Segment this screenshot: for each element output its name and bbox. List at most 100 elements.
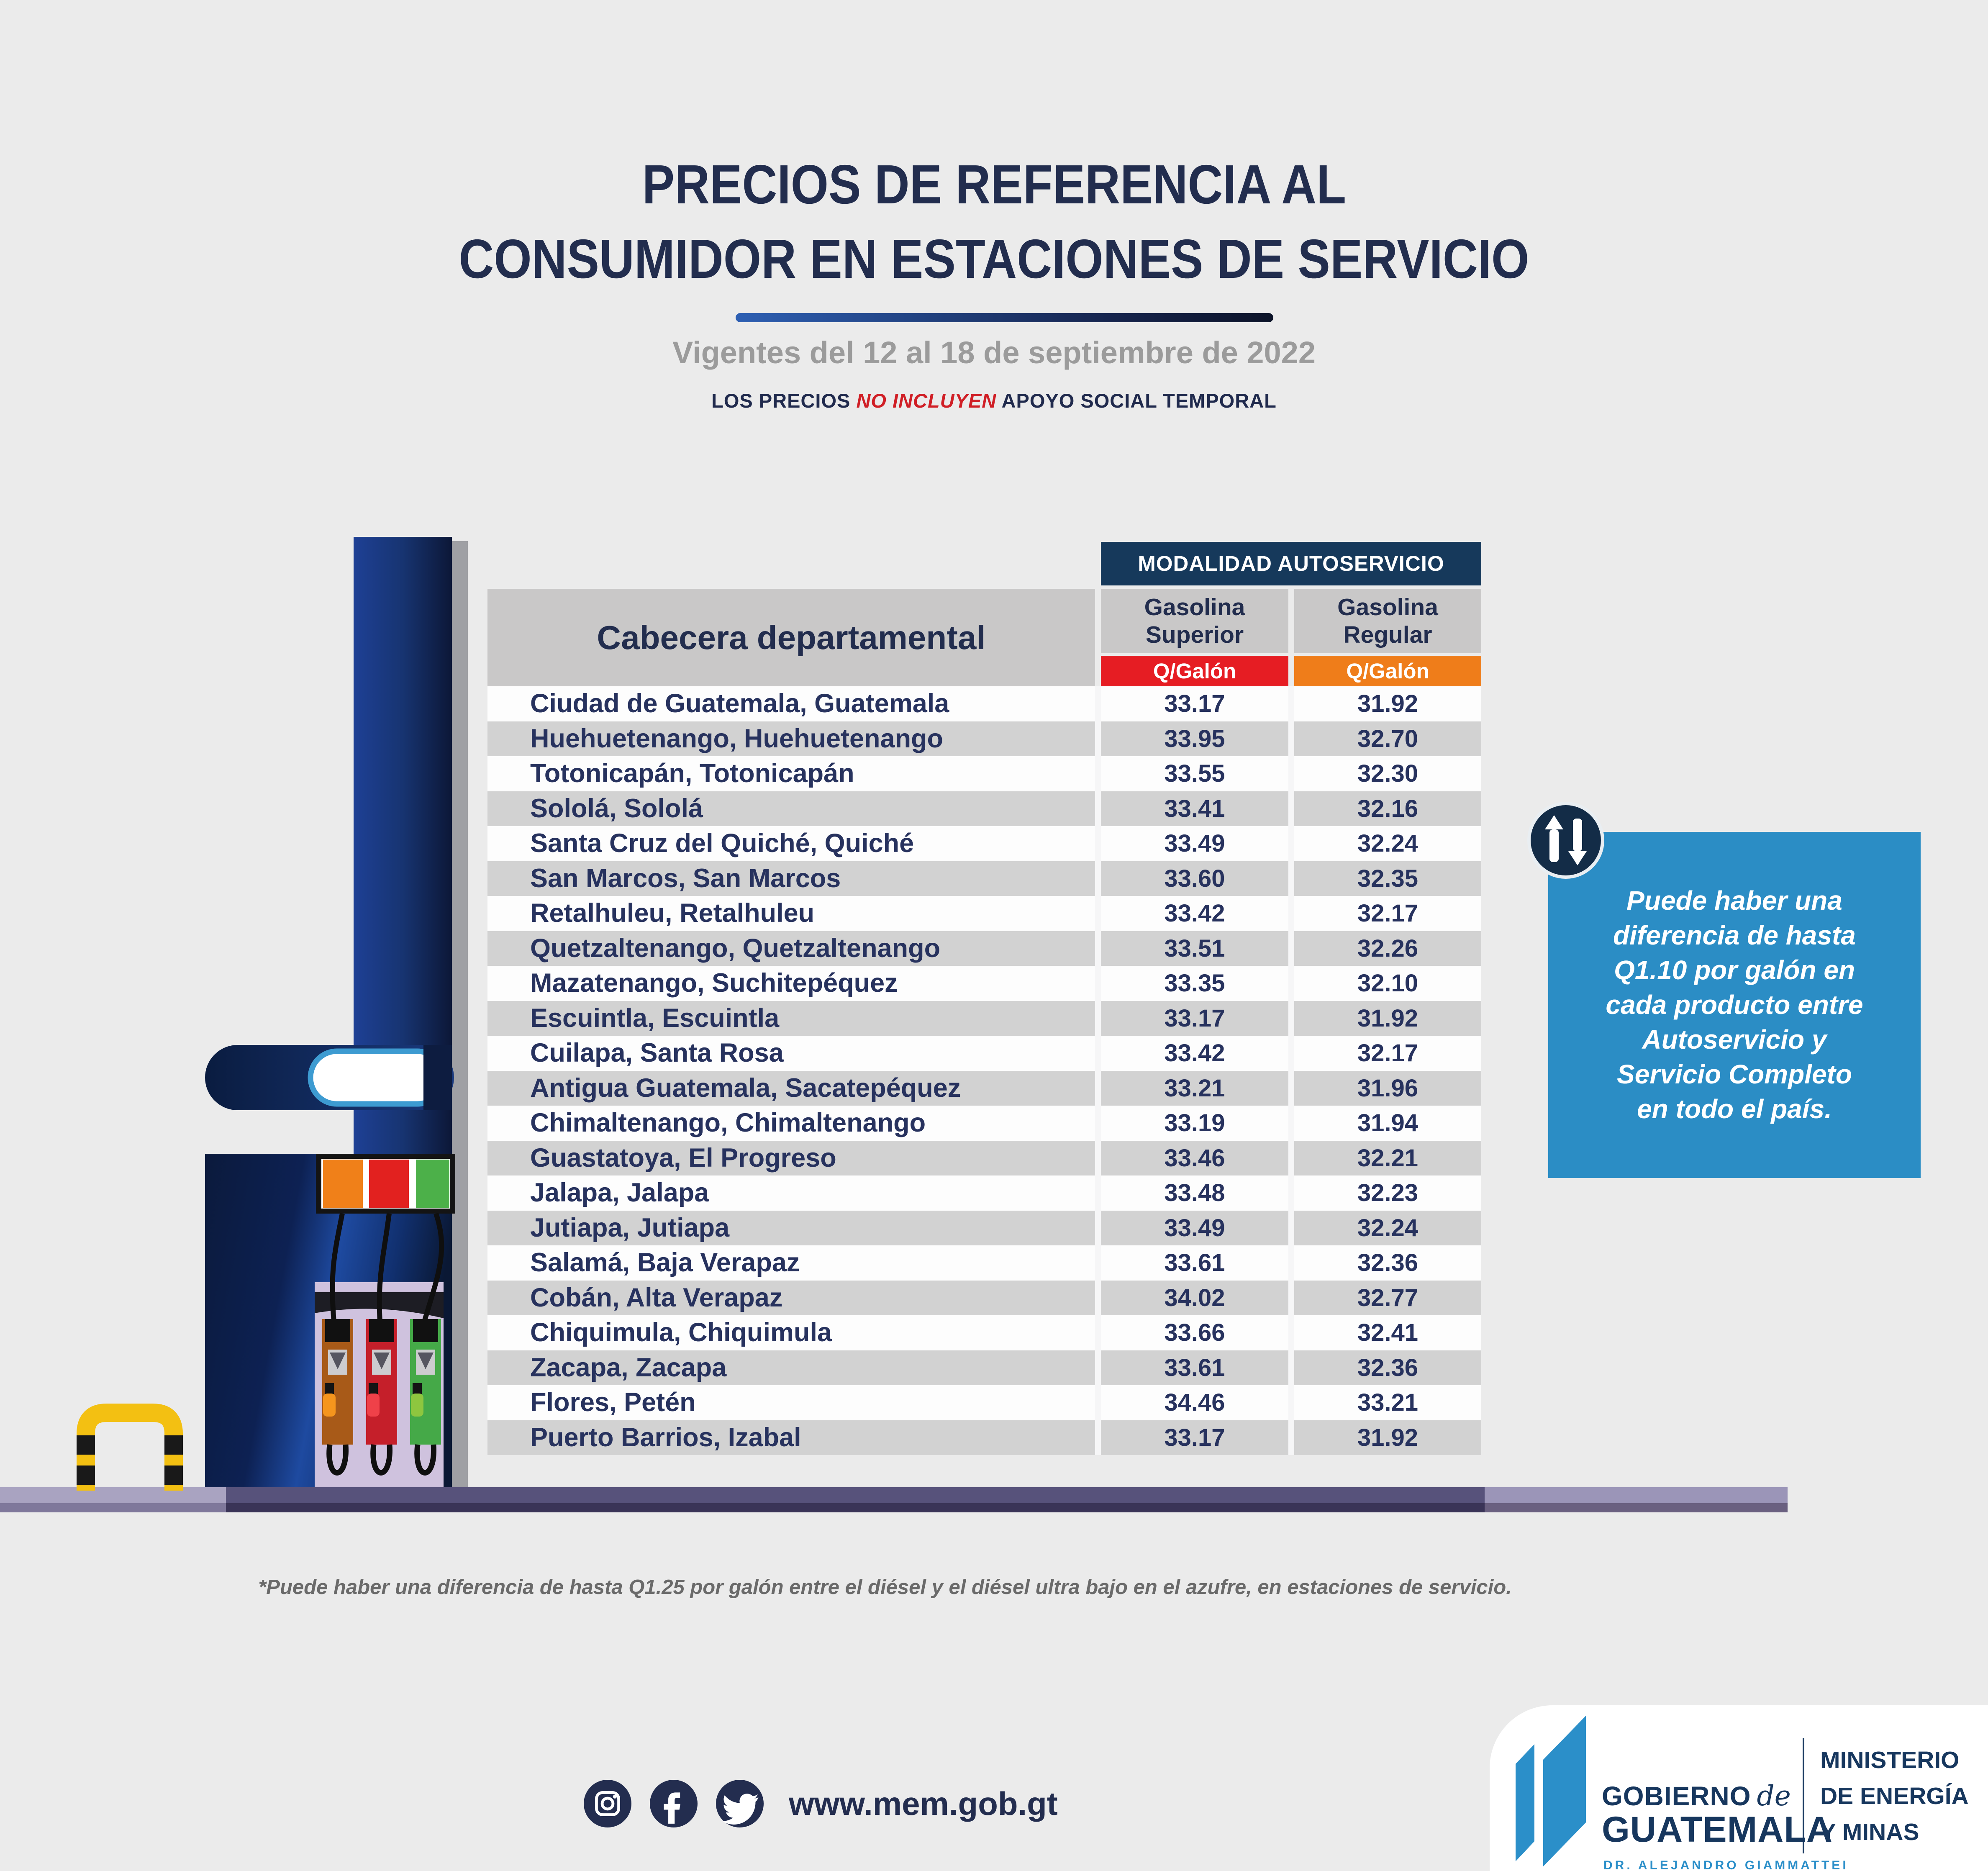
row-city: Salamá, Baja Verapaz [487, 1245, 1095, 1281]
callout-line: cada producto entre [1606, 990, 1863, 1020]
website-url[interactable]: www.mem.gob.gt [789, 1785, 1058, 1822]
dispenser-orange [322, 1319, 353, 1476]
column-separator [1288, 1280, 1294, 1315]
row-city: Chimaltenango, Chimaltenango [487, 1106, 1095, 1141]
row-superior-price: 33.41 [1101, 791, 1288, 826]
row-regular-price: 32.23 [1294, 1175, 1481, 1211]
note-suffix: APOYO SOCIAL TEMPORAL [996, 390, 1277, 412]
table-row: Zacapa, Zacapa 33.61 32.36 [487, 1350, 1481, 1385]
row-city: Quetzaltenango, Quetzaltenango [487, 931, 1095, 966]
table-row: Chimaltenango, Chimaltenango 33.19 31.94 [487, 1106, 1481, 1141]
table-row: Santa Cruz del Quiché, Quiché 33.49 32.2… [487, 826, 1481, 861]
row-regular-price: 32.36 [1294, 1245, 1481, 1281]
diesel-footnote: *Puede haber una diferencia de hasta Q1.… [258, 1576, 1512, 1599]
row-city: Chiquimula, Chiquimula [487, 1315, 1095, 1350]
column-separator [1095, 1420, 1101, 1455]
row-city: Cuilapa, Santa Rosa [487, 1036, 1095, 1071]
table-row: Flores, Petén 34.46 33.21 [487, 1385, 1481, 1420]
row-superior-price: 33.61 [1101, 1245, 1288, 1281]
guatemala-logo-bars-icon [1516, 1716, 1586, 1866]
row-regular-price: 31.96 [1294, 1070, 1481, 1106]
row-superior-price: 33.55 [1101, 756, 1288, 791]
row-superior-price: 33.49 [1101, 1210, 1288, 1245]
row-regular-price: 32.77 [1294, 1280, 1481, 1315]
de-text: de [1757, 1780, 1791, 1812]
ministry-name: MINISTERIO DE ENERGÍA Y MINAS [1820, 1742, 1969, 1850]
row-superior-price: 33.17 [1101, 1420, 1288, 1455]
column-separator [1288, 861, 1294, 896]
column-separator [1288, 1175, 1294, 1211]
dispenser-green [410, 1319, 441, 1476]
row-city: Zacapa, Zacapa [487, 1350, 1095, 1385]
column-separator [1288, 1036, 1294, 1071]
column-separator [1095, 896, 1101, 931]
column-separator [1095, 756, 1101, 791]
row-superior-price: 33.21 [1101, 1070, 1288, 1106]
ground-strip [0, 1487, 226, 1503]
row-city: San Marcos, San Marcos [487, 861, 1095, 896]
president-name: DR. ALEJANDRO GIAMMATTEI [1603, 1858, 1849, 1871]
column-separator [1095, 791, 1101, 826]
column-separator [1288, 791, 1294, 826]
pump-hose [330, 1213, 345, 1322]
column-separator [1288, 966, 1294, 1001]
footer-social-row: www.mem.gob.gt [584, 1780, 1058, 1827]
column-separator [1095, 1070, 1101, 1106]
title-underline [736, 313, 1273, 322]
table-row: Jalapa, Jalapa 33.48 32.23 [487, 1175, 1481, 1211]
callout-line: en todo el país. [1637, 1094, 1832, 1124]
row-city: Sololá, Sololá [487, 791, 1095, 826]
row-regular-price: 32.16 [1294, 791, 1481, 826]
fuel-color-red [369, 1160, 409, 1208]
row-regular-price: 33.21 [1294, 1385, 1481, 1420]
callout-line: Puede haber una [1626, 885, 1842, 916]
column-separator [1288, 721, 1294, 756]
column-separator [1095, 1350, 1101, 1385]
row-city: Flores, Petén [487, 1385, 1095, 1420]
row-superior-price: 33.19 [1101, 1106, 1288, 1141]
table-row: Salamá, Baja Verapaz 33.61 32.36 [487, 1245, 1481, 1281]
column-separator [1095, 931, 1101, 966]
column-separator [1288, 1315, 1294, 1350]
column-separator [1095, 826, 1101, 861]
column-separator [1288, 1140, 1294, 1175]
table-row: Sololá, Sololá 33.41 32.16 [487, 791, 1481, 826]
row-regular-price: 32.17 [1294, 896, 1481, 931]
row-superior-price: 33.66 [1101, 1315, 1288, 1350]
ground-strip [226, 1487, 1485, 1503]
safety-barrier [77, 1404, 183, 1491]
column-separator [1095, 1385, 1101, 1420]
row-city: Santa Cruz del Quiché, Quiché [487, 826, 1095, 861]
unit-label-superior: Q/Galón [1101, 656, 1288, 686]
facebook-icon[interactable] [650, 1780, 698, 1827]
row-city: Huehuetenango, Huehuetenango [487, 721, 1095, 756]
price-difference-callout: Puede haber una diferencia de hasta Q1.1… [1548, 832, 1921, 1178]
column-separator [1095, 1315, 1101, 1350]
twitter-icon[interactable] [716, 1780, 764, 1827]
ground-strip-shadow [226, 1503, 1485, 1512]
table-row: San Marcos, San Marcos 33.60 32.35 [487, 861, 1481, 896]
row-city: Totonicapán, Totonicapán [487, 756, 1095, 791]
row-city: Jutiapa, Jutiapa [487, 1210, 1095, 1245]
column-separator [1095, 1280, 1101, 1315]
column-separator [1288, 1070, 1294, 1106]
instagram-icon[interactable] [584, 1780, 631, 1827]
ministry-line: DE ENERGÍA [1820, 1783, 1969, 1809]
pillar-front [423, 1045, 452, 1110]
column-separator [1095, 966, 1101, 1001]
callout-line: diferencia de hasta [1613, 920, 1856, 950]
social-support-note: LOS PRECIOS NO INCLUYEN APOYO SOCIAL TEM… [0, 389, 1988, 412]
page-title: PRECIOS DE REFERENCIA AL CONSUMIDOR EN E… [0, 147, 1988, 296]
column-header-cabecera: Cabecera departamental [487, 589, 1095, 686]
unit-label-regular: Q/Galón [1294, 656, 1481, 686]
row-city: Jalapa, Jalapa [487, 1175, 1095, 1211]
row-regular-price: 32.21 [1294, 1140, 1481, 1175]
row-superior-price: 33.60 [1101, 861, 1288, 896]
column-separator [1095, 861, 1101, 896]
row-superior-price: 33.17 [1101, 686, 1288, 721]
row-superior-price: 33.46 [1101, 1140, 1288, 1175]
fuel-color-green [416, 1160, 449, 1208]
table-row: Escuintla, Escuintla 33.17 31.92 [487, 1001, 1481, 1036]
column-separator [1288, 1385, 1294, 1420]
